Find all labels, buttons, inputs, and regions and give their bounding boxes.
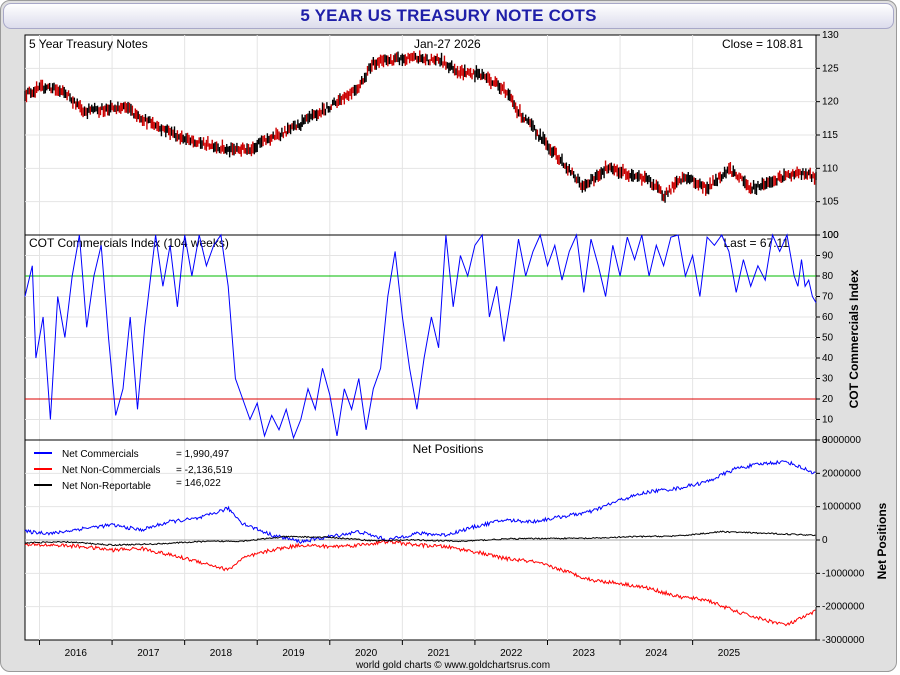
y-tick-label: 120 [822, 97, 839, 108]
y-tick-label: 2000000 [822, 468, 861, 479]
y-tick-label: 40 [822, 353, 834, 364]
cot-y-ticks: 0 10 20 30 40 50 60 70 80 90 100 [816, 230, 839, 446]
y-tick-label: 0 [822, 535, 828, 546]
y-tick-label: 0 [822, 435, 828, 446]
legend: Net Commercials = 1,990,497 Net Non-Commer… [34, 449, 233, 492]
net-y-ticks: 3000000 2000000 1000000 0 -1000000 -2000000 -3… [816, 435, 865, 646]
y-tick-label: 100 [822, 230, 839, 241]
y-tick-label: 1000000 [822, 502, 861, 513]
net-position-lines [24, 459, 816, 627]
price-panel-date: Jan-27 2026 [414, 37, 481, 51]
y-tick-label: 50 [822, 333, 834, 344]
net-y-axis-label: Net Positions [875, 502, 889, 579]
x-tick-label: 2016 [65, 648, 88, 659]
y-tick-label: 115 [822, 130, 838, 141]
legend-name: Net Non-Reportable [62, 481, 151, 492]
cot-index-series [24, 233, 817, 440]
y-tick-label: 100 [822, 230, 839, 241]
footer-credit: world gold charts © www.goldchartsrus.co… [355, 660, 550, 671]
price-panel-title: 5 Year Treasury Notes [29, 37, 148, 51]
price-y-ticks: 100 105 110 115 120 125 130 [816, 30, 839, 241]
x-tick-label: 2020 [355, 648, 378, 659]
legend-value: = 146,022 [176, 478, 221, 489]
x-tick-label: 2019 [282, 648, 305, 659]
series-line-0 [24, 459, 816, 545]
y-tick-label: -1000000 [822, 568, 865, 579]
net-panel-title: Net Positions [413, 442, 484, 456]
series-line-2 [24, 530, 816, 547]
price-bars [24, 50, 817, 203]
x-tick-label: 2025 [718, 648, 741, 659]
x-tick-label: 2024 [645, 648, 668, 659]
legend-value: = 1,990,497 [176, 449, 230, 460]
y-tick-label: 10 [822, 415, 834, 426]
y-tick-label: 30 [822, 374, 834, 385]
y-tick-label: 3000000 [822, 435, 861, 446]
y-tick-label: 60 [822, 312, 834, 323]
y-tick-label: 20 [822, 394, 834, 405]
y-tick-label: 110 [822, 163, 838, 174]
y-tick-label: -3000000 [822, 635, 865, 646]
cot-index-line [24, 233, 817, 440]
title-bar: 5 YEAR US TREASURY NOTE COTS [3, 3, 894, 29]
x-axis-ticks: 2016 2017 2018 2019 2020 2021 2022 2023 2024 2025 [39, 640, 741, 659]
legend-name: Net Non-Commercials [62, 465, 160, 476]
x-tick-label: 2023 [573, 648, 596, 659]
price-panel-close: Close = 108.81 [722, 37, 803, 51]
cot-y-axis-label: COT Commercials Index [847, 269, 861, 408]
x-tick-label: 2017 [137, 648, 160, 659]
cot-panel-last: Last = 67.11 [724, 236, 790, 250]
series-line-1 [24, 539, 816, 627]
y-tick-label: 80 [822, 271, 834, 282]
legend-value: = -2,136,519 [176, 465, 233, 476]
y-tick-label: 125 [822, 63, 839, 74]
chart-title: 5 YEAR US TREASURY NOTE COTS [300, 6, 597, 25]
y-tick-label: 90 [822, 251, 834, 262]
legend-name: Net Commercials [62, 449, 139, 460]
y-tick-label: 70 [822, 292, 834, 303]
y-tick-label: -2000000 [822, 602, 865, 613]
y-tick-label: 130 [822, 30, 839, 41]
x-tick-label: 2021 [428, 648, 451, 659]
y-tick-label: 105 [822, 197, 839, 208]
x-tick-label: 2022 [500, 648, 523, 659]
x-tick-label: 2018 [210, 648, 233, 659]
